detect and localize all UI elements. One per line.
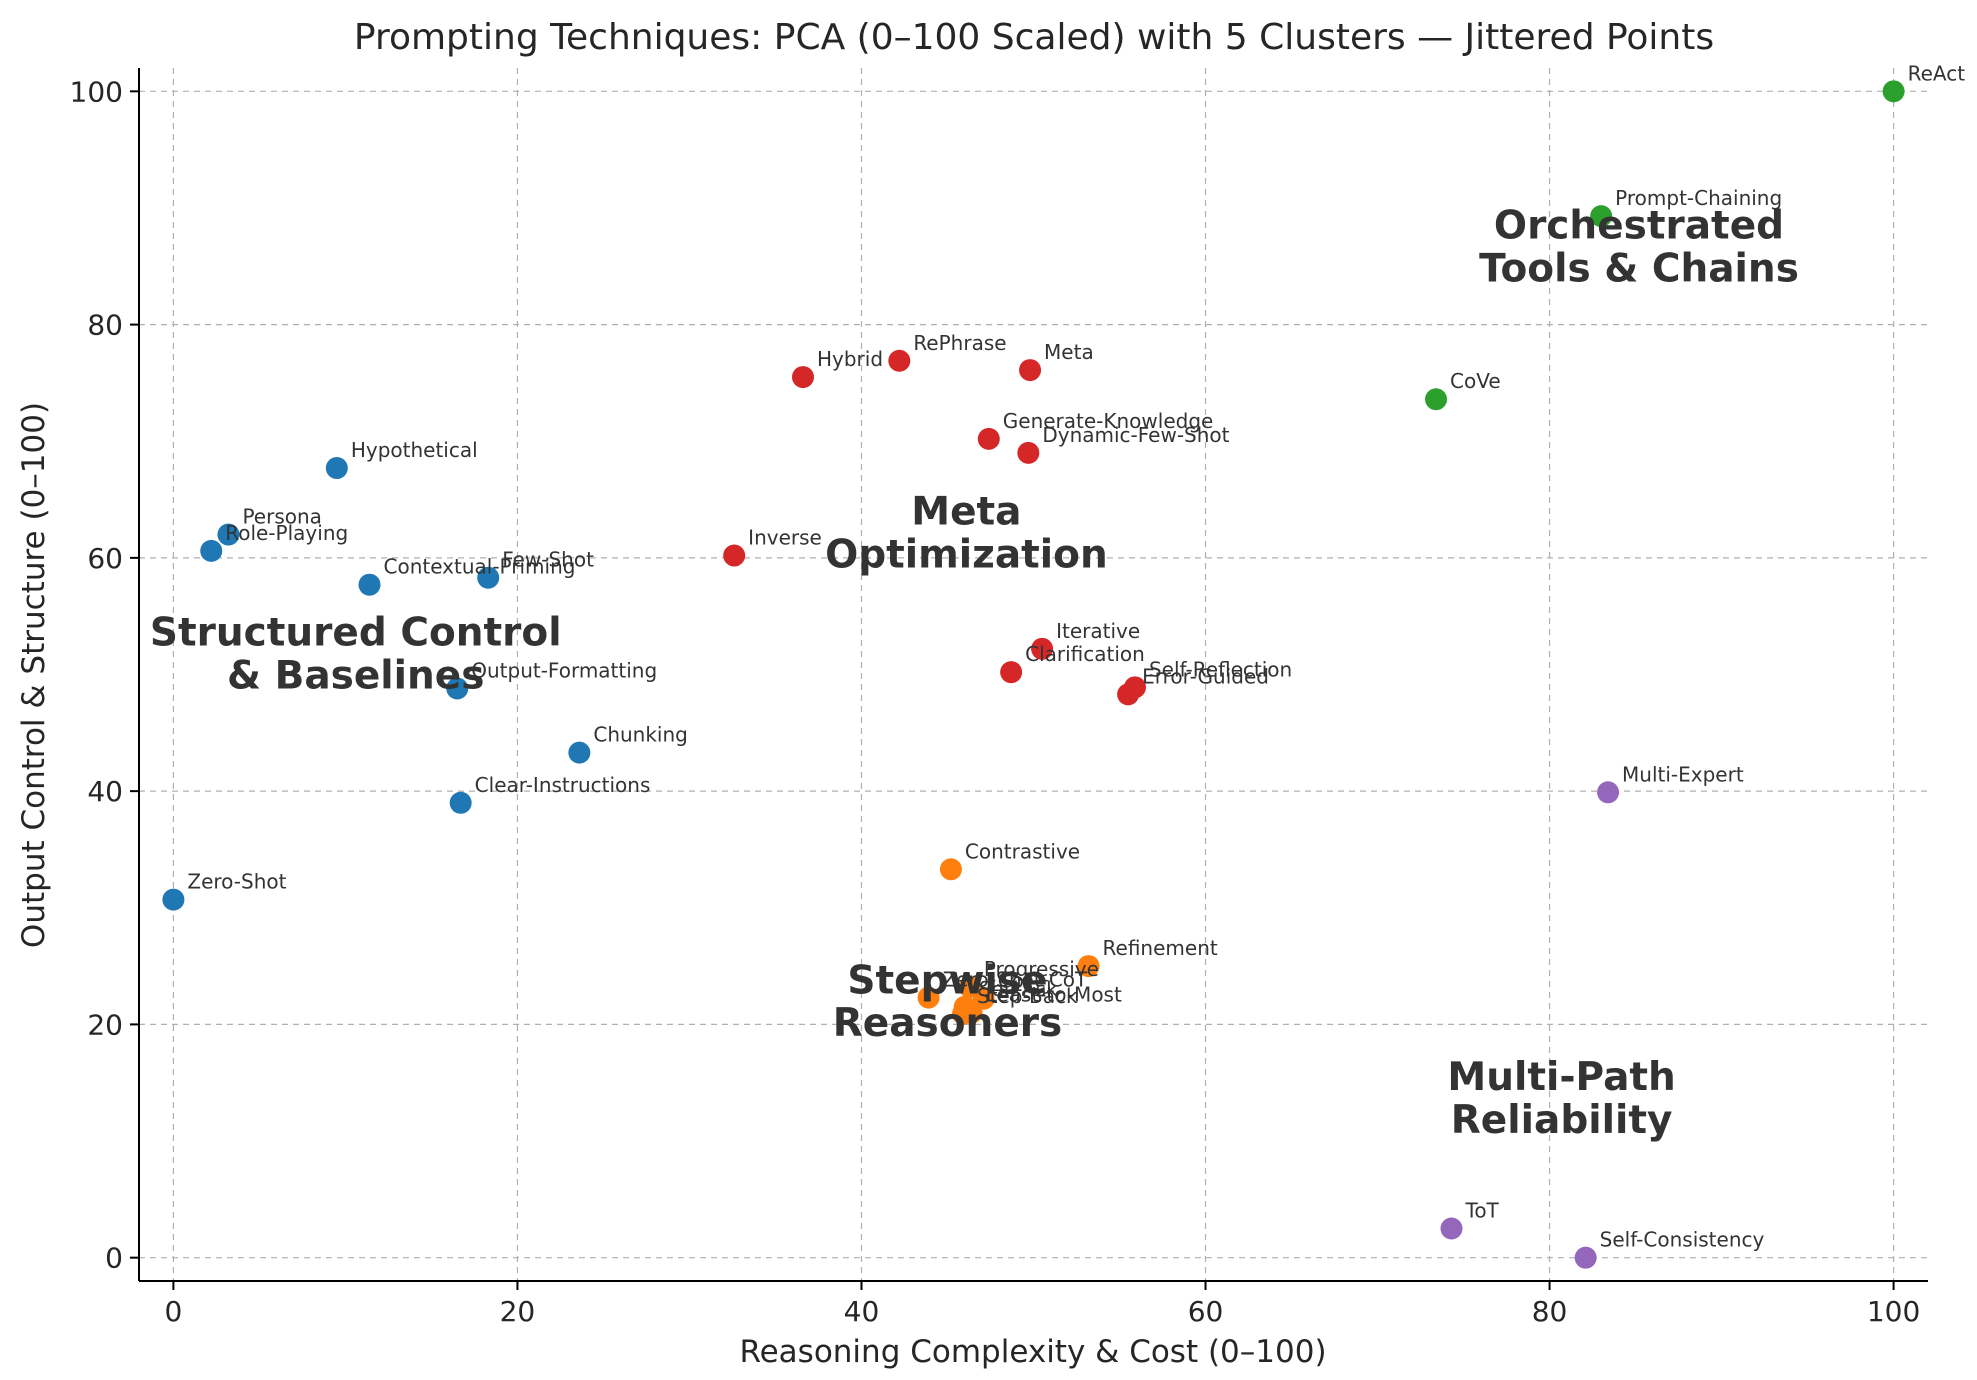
- y-tick-label: 40: [87, 775, 123, 808]
- data-point: [200, 539, 223, 562]
- cluster-label-line: Orchestrated: [1494, 204, 1784, 249]
- x-tick-label: 100: [1867, 1295, 1920, 1328]
- point-label: CoT: [998, 969, 1037, 993]
- cluster-label: Structured Control & Baselines: [150, 611, 562, 699]
- point-label: Zero-Shot: [187, 870, 286, 894]
- point-label: Contextual-Priming: [384, 555, 576, 579]
- point-label: Self-Reflection: [1149, 657, 1292, 681]
- x-tick-label: 20: [500, 1295, 536, 1328]
- y-tick-label: 80: [87, 309, 123, 342]
- point-label: Progressive: [984, 957, 1099, 981]
- data-point: [888, 349, 911, 372]
- y-tick-label: 60: [87, 542, 123, 575]
- point-label: ReAct: [1908, 61, 1966, 85]
- cluster-label: Stepwise Reasoners: [833, 958, 1062, 1046]
- point-label: Clear-Instructions: [475, 773, 651, 797]
- data-point: [1077, 955, 1100, 978]
- data-point: [217, 523, 240, 546]
- data-point: [1440, 1217, 1463, 1240]
- point-label: Inverse: [748, 526, 822, 550]
- point-label: Output-Formatting: [471, 658, 657, 682]
- point-label: CoVe: [1450, 369, 1501, 393]
- y-tick-label: 0: [105, 1242, 123, 1275]
- cluster-label-line: Multi-Path: [1447, 1055, 1675, 1100]
- cluster-label-line: Meta: [911, 489, 1021, 534]
- data-point: [951, 1002, 974, 1025]
- point-label: Role-Playing: [225, 521, 348, 545]
- point-label: Clarification: [1025, 642, 1145, 666]
- cluster-label: Multi-Path Reliability: [1447, 1055, 1675, 1143]
- point-label: Contrastive: [965, 839, 1080, 863]
- x-tick-label: 80: [1532, 1295, 1568, 1328]
- point-label: Hypothetical: [351, 438, 478, 462]
- cluster-label-line: Structured Control: [150, 611, 562, 656]
- point-label: Error-Guided: [1142, 664, 1269, 688]
- x-tick-label: 40: [844, 1295, 880, 1328]
- cluster-label: Orchestrated Tools & Chains: [1479, 204, 1799, 292]
- data-point: [1031, 637, 1054, 660]
- data-point: [1882, 80, 1905, 103]
- data-points: [162, 80, 1905, 1269]
- chart-title: Prompting Techniques: PCA (0–100 Scaled)…: [354, 17, 1714, 58]
- cluster-label-line: Reasoners: [833, 1001, 1062, 1046]
- point-label: Step-Back: [977, 984, 1078, 1008]
- data-point: [977, 427, 1000, 450]
- cluster-label-line: Stepwise: [847, 958, 1047, 1003]
- data-point: [358, 573, 381, 596]
- data-point: [1017, 441, 1040, 464]
- point-label: Multi-Expert: [1622, 762, 1744, 786]
- cluster-label-line: Reliability: [1451, 1098, 1673, 1143]
- point-label: Zero-Shot-CoT: [943, 968, 1088, 992]
- cluster-label-line: Optimization: [825, 532, 1108, 577]
- point-label: Chunking: [593, 723, 688, 747]
- x-tick-label: 60: [1188, 1295, 1224, 1328]
- grid: [139, 68, 1928, 1281]
- y-axis-label: Output Control & Structure (0–100): [16, 402, 52, 948]
- point-label: Persona: [242, 505, 321, 529]
- data-point: [162, 888, 185, 911]
- point-label: RePhrase: [913, 331, 1006, 355]
- data-point: [1425, 388, 1448, 411]
- point-labels: ReAct Prompt-Chaining CoVe RePhrase Hybrid Me…: [187, 61, 1965, 1251]
- point-label: Least-to-Most: [986, 983, 1122, 1007]
- ticks: 0 20 40 60 80 100 0 20 40 60 80 100: [70, 75, 1921, 1328]
- data-point: [917, 986, 940, 1009]
- point-label: Self-Ask: [979, 977, 1058, 1001]
- axes-frame: [138, 68, 1928, 1282]
- data-point: [1597, 781, 1620, 804]
- data-point: [1000, 661, 1023, 684]
- cluster-label-line: & Baselines: [227, 654, 484, 699]
- point-label: Iterative: [1056, 619, 1140, 643]
- data-point: [568, 741, 591, 764]
- data-point: [939, 858, 962, 881]
- x-tick-label: 0: [164, 1295, 182, 1328]
- data-point: [1117, 683, 1140, 706]
- x-axis-label: Reasoning Complexity & Cost (0–100): [739, 1334, 1326, 1370]
- data-point: [723, 544, 746, 567]
- data-point: [449, 791, 472, 814]
- data-point: [325, 457, 348, 480]
- data-point: [1590, 205, 1613, 228]
- data-point: [446, 677, 469, 700]
- point-label: Meta: [1044, 340, 1094, 364]
- point-label: Generate-Knowledge: [1003, 409, 1214, 433]
- point-label: Few-Shot: [502, 548, 594, 572]
- point-label: Refinement: [1103, 936, 1218, 960]
- point-label: Dynamic-Few-Shot: [1042, 423, 1229, 447]
- point-label: Hybrid: [817, 347, 883, 371]
- y-tick-label: 20: [87, 1008, 123, 1041]
- y-tick-label: 100: [70, 75, 123, 108]
- cluster-label: Meta Optimization: [825, 489, 1108, 577]
- data-point: [1574, 1246, 1597, 1269]
- cluster-label-line: Tools & Chains: [1479, 247, 1799, 292]
- data-point: [791, 366, 814, 389]
- point-label: ToT: [1465, 1199, 1500, 1223]
- point-label: Prompt-Chaining: [1615, 186, 1782, 210]
- point-label: Self-Consistency: [1600, 1228, 1765, 1252]
- data-point: [477, 566, 500, 589]
- data-point: [1019, 359, 1042, 382]
